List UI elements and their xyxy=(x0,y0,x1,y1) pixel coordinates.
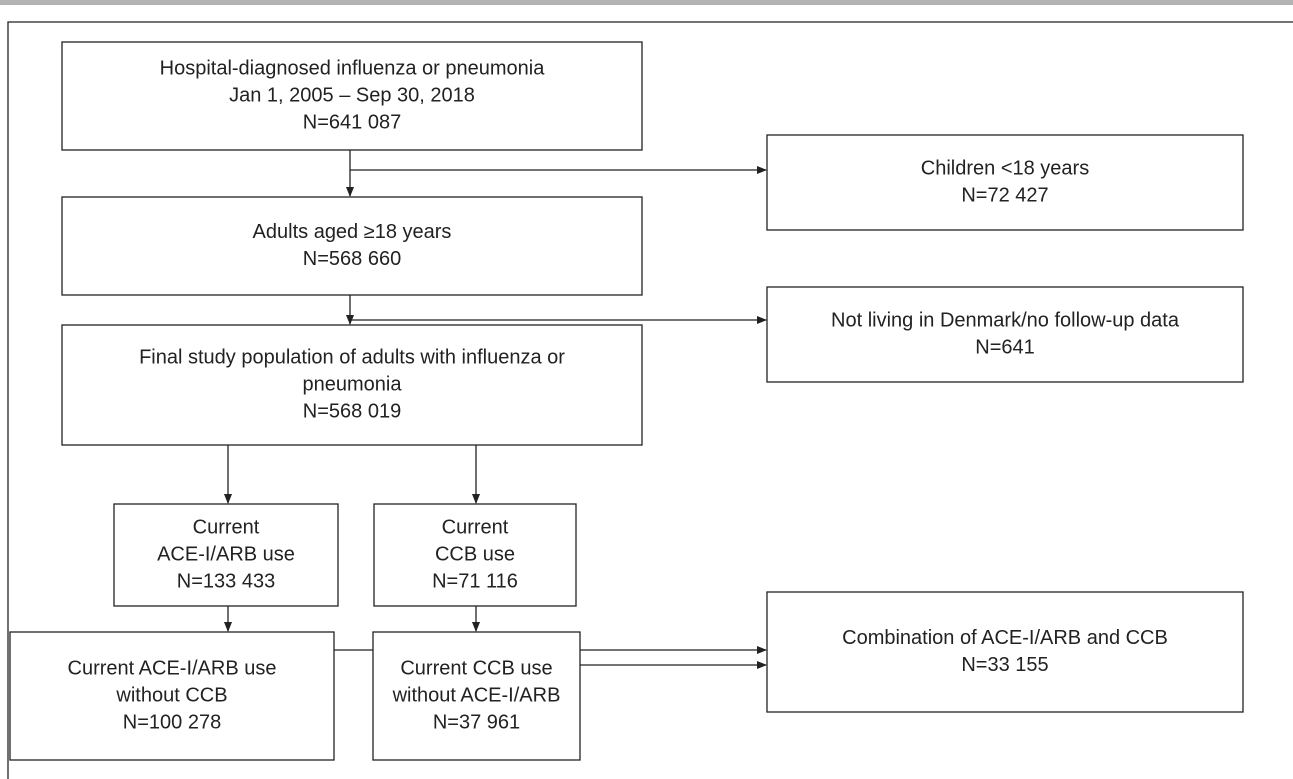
node-text: Current xyxy=(193,516,260,538)
node-box xyxy=(766,134,1244,231)
node-box xyxy=(766,591,1244,713)
node-text: Current CCB use xyxy=(400,657,552,679)
node-text: N=641 xyxy=(975,336,1035,358)
node-box xyxy=(113,503,339,607)
node-box xyxy=(61,324,643,446)
node-text: N=133 433 xyxy=(177,570,275,592)
node-box xyxy=(766,286,1244,383)
node-box xyxy=(373,503,577,607)
node-text: pneumonia xyxy=(303,373,403,395)
node-text: Combination of ACE-I/ARB and CCB xyxy=(842,627,1168,649)
node-text: Not living in Denmark/no follow-up data xyxy=(831,309,1180,331)
node-text: Current xyxy=(442,516,509,538)
top-bar xyxy=(0,0,1293,5)
node-text: without CCB xyxy=(115,684,227,706)
node-text: CCB use xyxy=(435,543,515,565)
node-text: Adults aged ≥18 years xyxy=(253,221,452,243)
node-text: Hospital-diagnosed influenza or pneumoni… xyxy=(160,57,546,79)
node-text: N=641 087 xyxy=(303,111,401,133)
node-box xyxy=(61,41,643,151)
node-text: N=71 116 xyxy=(432,570,518,592)
node-text: Current ACE-I/ARB use xyxy=(68,657,277,679)
node-text: ACE-I/ARB use xyxy=(157,543,295,565)
node-text: N=568 019 xyxy=(303,400,401,422)
node-text: without ACE-I/ARB xyxy=(392,684,561,706)
node-text: Children <18 years xyxy=(921,157,1089,179)
node-text: N=33 155 xyxy=(961,654,1048,676)
frame xyxy=(7,21,1293,779)
node-text: Jan 1, 2005 – Sep 30, 2018 xyxy=(229,84,475,106)
node-box xyxy=(9,631,335,761)
node-box xyxy=(372,631,581,761)
node-text: Final study population of adults with in… xyxy=(139,346,565,368)
node-box xyxy=(61,196,643,296)
node-text: N=72 427 xyxy=(961,184,1048,206)
node-text: N=100 278 xyxy=(123,711,221,733)
node-text: N=37 961 xyxy=(433,711,520,733)
node-text: N=568 660 xyxy=(303,248,401,270)
